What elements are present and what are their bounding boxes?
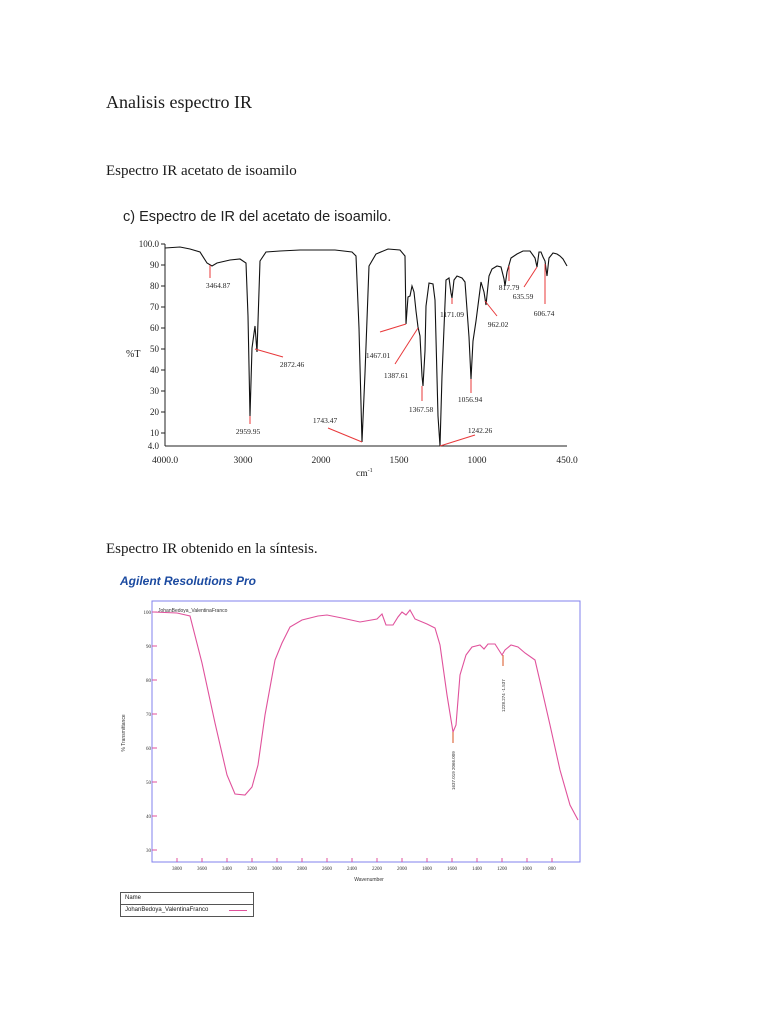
svg-text:3800: 3800 (172, 867, 183, 872)
synthesis-spectrum-line (152, 609, 579, 821)
svg-text:40: 40 (150, 365, 160, 375)
legend-line-swatch-icon (229, 910, 247, 911)
svg-text:1400: 1400 (472, 867, 483, 872)
svg-text:1000: 1000 (522, 867, 533, 872)
x-tick-labels: 4000.0 3000 2000 1500 1000 450.0 (152, 456, 578, 466)
svg-text:2600: 2600 (322, 867, 333, 872)
svg-text:2872.46: 2872.46 (280, 360, 305, 369)
svg-text:30: 30 (150, 386, 160, 396)
svg-text:70: 70 (150, 302, 160, 312)
svg-text:2000: 2000 (397, 867, 408, 872)
peak-labels: 3464.87 2959.95 2872.46 1743.47 1467.01 … (206, 281, 555, 436)
svg-text:1242.26: 1242.26 (468, 426, 493, 435)
svg-text:1056.94: 1056.94 (458, 395, 483, 404)
svg-text:90: 90 (146, 645, 152, 650)
svg-text:80: 80 (146, 679, 152, 684)
svg-text:1387.61: 1387.61 (384, 371, 409, 380)
peak-label-2: 1228.274 -1.537 (501, 679, 506, 712)
legend-entry-label: JohanBedoya_ValentinaFranco (125, 907, 209, 913)
svg-text:606.74: 606.74 (534, 309, 555, 318)
y-tick-labels: 100.0 90 80 70 60 50 40 30 20 10 4.0 (139, 239, 160, 451)
svg-text:3000: 3000 (234, 456, 253, 466)
chart-legend: Name JohanBedoya_ValentinaFranco (120, 892, 254, 917)
series-name-label: JohanBedoya_ValentinaFranco (158, 608, 228, 614)
svg-text:2800: 2800 (297, 867, 308, 872)
svg-text:1600: 1600 (447, 867, 458, 872)
svg-text:3600: 3600 (197, 867, 208, 872)
svg-text:3200: 3200 (247, 867, 258, 872)
svg-text:1467.01: 1467.01 (366, 351, 391, 360)
section-heading-synthesis: Espectro IR obtenido en la síntesis. (106, 541, 318, 557)
svg-text:4.0: 4.0 (148, 441, 160, 451)
svg-text:80: 80 (150, 281, 160, 291)
svg-text:1743.47: 1743.47 (313, 416, 338, 425)
y-ticks (161, 243, 165, 434)
svg-text:90: 90 (150, 260, 160, 270)
svg-text:800: 800 (548, 867, 556, 872)
svg-text:817.79: 817.79 (499, 283, 520, 292)
x-axis-label: cm-1 (356, 468, 373, 479)
section-heading-reference: Espectro IR acetato de isoamilo (106, 163, 297, 179)
svg-text:3400: 3400 (222, 867, 233, 872)
legend-header: Name (125, 895, 142, 901)
figure1-caption: c) Espectro de IR del acetato de isoamil… (123, 209, 392, 225)
reference-spectrum-line (164, 246, 568, 447)
x-axis-label: Wavenumber (354, 877, 384, 883)
svg-text:30: 30 (146, 849, 152, 854)
svg-text:100.0: 100.0 (139, 239, 160, 249)
svg-text:3000: 3000 (272, 867, 283, 872)
svg-text:2959.95: 2959.95 (236, 427, 261, 436)
svg-text:60: 60 (146, 747, 152, 752)
svg-text:1171.09: 1171.09 (440, 310, 464, 319)
svg-text:1000: 1000 (468, 456, 487, 466)
svg-text:1500: 1500 (390, 456, 409, 466)
page-title: Analisis espectro IR (106, 92, 252, 112)
x-tick-labels: 3800 3600 3400 3200 3000 2800 2600 2400 … (172, 867, 556, 872)
y-axis-label: %T (126, 349, 140, 360)
svg-text:1800: 1800 (422, 867, 433, 872)
svg-text:962.02: 962.02 (488, 320, 509, 329)
agilent-brand-title: Agilent Resolutions Pro (120, 574, 257, 588)
y-tick-labels: 100 90 80 70 60 50 40 30 (144, 611, 152, 854)
svg-text:4000.0: 4000.0 (152, 456, 178, 466)
svg-text:40: 40 (146, 815, 152, 820)
svg-text:635.59: 635.59 (513, 292, 534, 301)
legend-entry: JohanBedoya_ValentinaFranco (121, 904, 253, 916)
svg-text:20: 20 (150, 407, 160, 417)
x-ticks (176, 858, 553, 862)
svg-text:2200: 2200 (372, 867, 383, 872)
reference-ir-spectrum-chart: 100.0 90 80 70 60 50 40 30 20 10 4.0 %T … (126, 239, 578, 479)
svg-text:60: 60 (150, 323, 160, 333)
svg-text:2000: 2000 (312, 456, 331, 466)
peak-annotation-lines (209, 264, 546, 447)
svg-text:1200: 1200 (497, 867, 508, 872)
svg-text:10: 10 (150, 428, 160, 438)
y-axis-label: % Transmittance (121, 714, 127, 751)
svg-text:450.0: 450.0 (556, 456, 578, 466)
svg-text:3464.87: 3464.87 (206, 281, 231, 290)
svg-text:100: 100 (144, 611, 152, 616)
svg-text:2400: 2400 (347, 867, 358, 872)
y-ticks (152, 611, 157, 851)
peak-label-1: 1637.019 2066.009 (451, 751, 456, 790)
svg-text:50: 50 (146, 781, 152, 786)
svg-text:70: 70 (146, 713, 152, 718)
synthesis-ir-spectrum-chart: 100 90 80 70 60 50 40 30 % Transmittance… (121, 600, 581, 883)
plot-frame (151, 600, 581, 863)
svg-text:50: 50 (150, 344, 160, 354)
svg-text:1367.58: 1367.58 (409, 405, 434, 414)
